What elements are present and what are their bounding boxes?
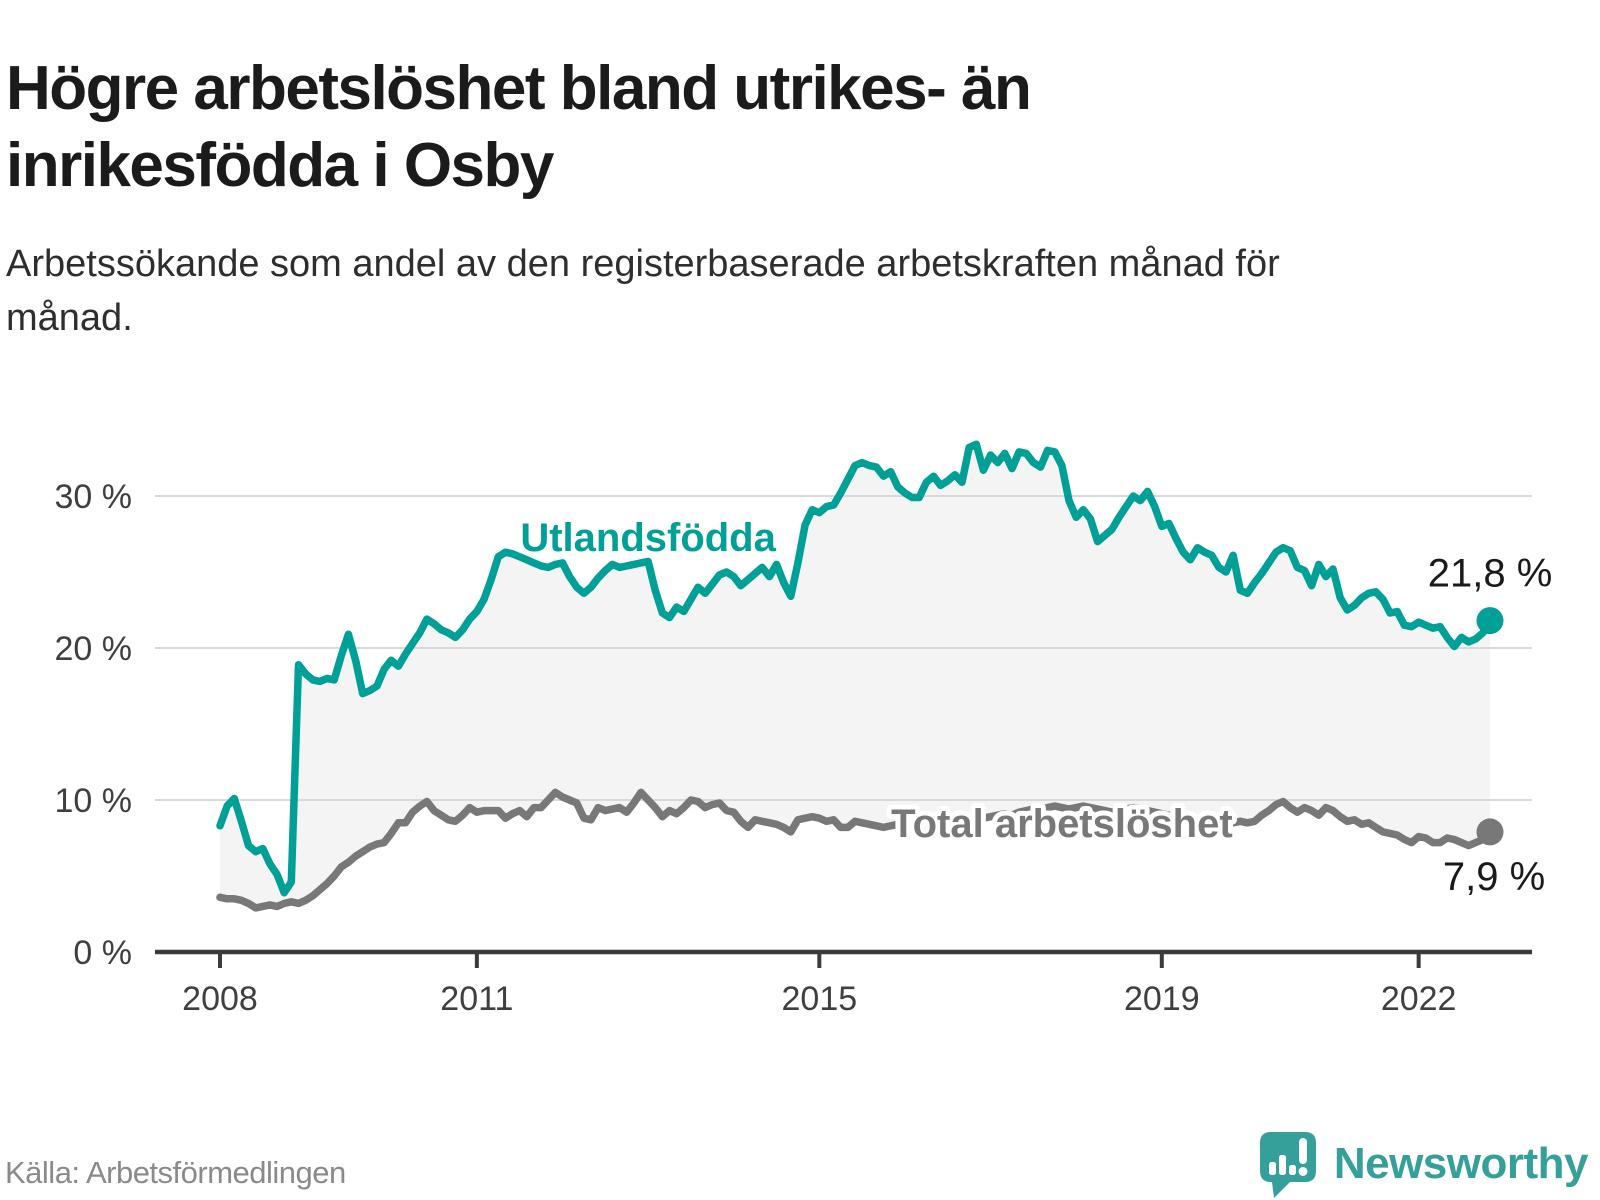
page-title: Högre arbetslöshet bland utrikes- än inr… <box>6 53 1032 201</box>
x-tick-label-2011: 2011 <box>440 980 513 1018</box>
y-tick-label-30: 30 % <box>55 478 133 516</box>
x-tick-label-2015: 2015 <box>782 980 858 1018</box>
x-tick-label-2008: 2008 <box>182 980 258 1018</box>
fill-between-series <box>220 444 1490 908</box>
source-note: Källa: Arbetsförmedlingen <box>5 1155 346 1190</box>
y-tick-label-10: 10 % <box>55 782 133 820</box>
end-dot-utlandsf-dda <box>1476 607 1504 635</box>
end-value-total: 7,9 % <box>1443 855 1545 899</box>
line-chart: 2008 2011 2015 2019 2022 0 % 10 % 20 % 30 % Utlan… <box>0 420 1600 1040</box>
series-line-total-arbetsl-shet <box>216 788 1494 912</box>
newsworthy-wordmark: Newsworthy <box>1333 1139 1589 1188</box>
y-tick-label-0: 0 % <box>73 934 132 972</box>
chart-subtitle: Arbetssökande som andel av den registerb… <box>6 243 1280 339</box>
y-tick-label-20: 20 % <box>55 630 133 668</box>
x-tick-label-2022: 2022 <box>1381 980 1457 1018</box>
series-line-utlandsf-dda <box>216 440 1494 897</box>
newsworthy-brand: Newsworthy <box>1256 1128 1589 1200</box>
end-dot-total-arbetsl-shet <box>1476 818 1504 846</box>
newsworthy-logo-icon <box>1259 1132 1316 1198</box>
unemployment-chart-svg: 2008 2011 2015 2019 2022 0 % 10 % 20 % 30 % Utlan… <box>55 440 1553 1018</box>
series-label-total-arbetsl-shet: Total arbetslöshet <box>891 802 1233 846</box>
end-value-utlandsfodda: 21,8 % <box>1428 552 1553 596</box>
series-label-utlandsf-dda: Utlandsfödda <box>520 516 776 560</box>
x-tick-label-2019: 2019 <box>1124 980 1200 1018</box>
